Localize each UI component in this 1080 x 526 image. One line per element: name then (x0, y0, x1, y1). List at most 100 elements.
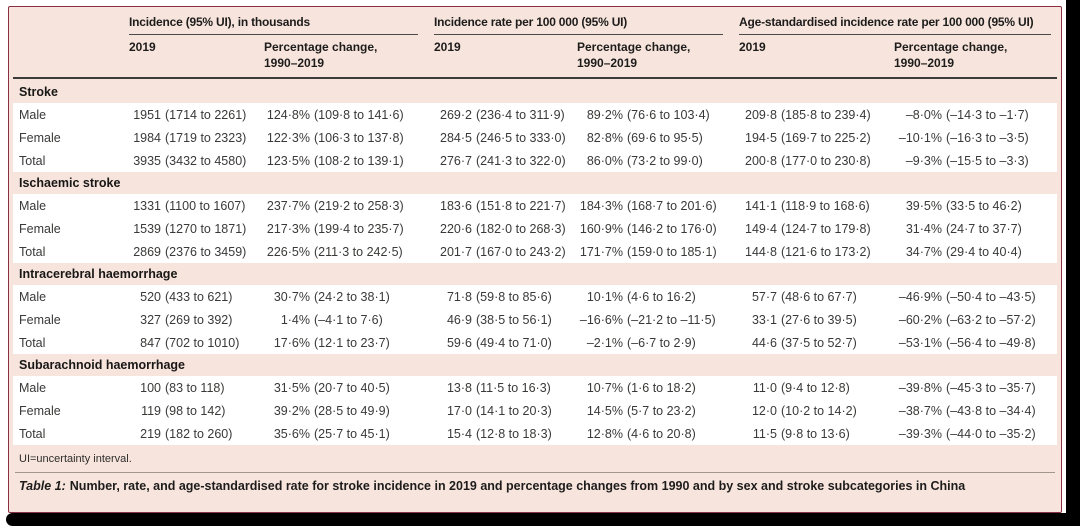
cell-incidence-2019-value: 219 (140, 426, 161, 441)
cell-rate-change: 10·7% (1·6 to 18·2) (577, 381, 739, 395)
data-row: Female 1984 (1719 to 2323) 122·3% (106·3 t… (13, 126, 1057, 149)
cell-asr-change-range: (–14·3 to –1·7) (946, 107, 1029, 122)
cell-asr-change-value: –38·7% (898, 403, 942, 418)
data-row: Male 1331 (1100 to 1607) 237·7% (219·2 to … (13, 194, 1057, 217)
cell-rate-change-value: 14·5% (586, 403, 623, 418)
cell-rate-2019-value: 201·7 (440, 244, 472, 259)
cell-incidence-change-value: 35·6% (273, 426, 310, 441)
row-label: Male (19, 380, 47, 395)
data-row: Total 219 (182 to 260) 35·6% (25·7 to 45·1… (13, 422, 1057, 445)
cell-incidence-2019: 100 (83 to 118) (129, 381, 264, 395)
cell-rate-2019-range: (236·4 to 311·9) (476, 107, 565, 122)
footnote: UI=uncertainty interval. (19, 453, 132, 466)
cell-rate-2019: 13·8 (11·5 to 16·3) (434, 381, 577, 395)
cell-incidence-2019-value: 119 (141, 403, 161, 418)
cell-rate-change-value: 12·8% (586, 426, 623, 441)
cell-asr-2019-value: 149·4 (745, 221, 777, 236)
cell-incidence-change-value: 30·7% (273, 289, 310, 304)
data-row: Total 847 (702 to 1010) 17·6% (12·1 to 23·… (13, 331, 1057, 354)
cell-rate-change-range: (159·0 to 185·1) (627, 244, 717, 259)
cell-rate-change-value: 10·7% (586, 380, 623, 395)
row-label: Female (19, 403, 61, 418)
cell-incidence-2019: 1951 (1714 to 2261) (129, 108, 264, 122)
cell-incidence-change-value: 39·2% (273, 403, 310, 418)
data-row: Male 100 (83 to 118) 31·5% (20·7 to 40·5) … (13, 376, 1057, 399)
cell-rate-2019-range: (246·5 to 333·0) (476, 130, 566, 145)
cell-rate-change-range: (146·2 to 176·0) (627, 221, 717, 236)
subheader-rate-change: Percentage change, 1990–2019 (577, 40, 691, 70)
column-group-age-standardised-rate: Age-standardised incidence rate per 100 … (739, 15, 1051, 35)
section-rows: Male 520 (433 to 621) 30·7% (24·2 to 38·1)… (13, 285, 1057, 355)
cell-asr-change-value: 39·5% (905, 198, 942, 213)
cell-rate-change-value: 171·7% (579, 244, 623, 259)
row-label: Total (19, 426, 46, 441)
section-row: Subarachnoid haemorrhage (13, 354, 1057, 376)
cell-asr-2019-range: (37·5 to 52·7) (781, 335, 857, 350)
column-group-incidence: Incidence (95% UI), in thousands (129, 15, 418, 35)
cell-rate-change-range: (5·7 to 23·2) (627, 403, 696, 418)
cell-asr-change-value: 34·7% (905, 244, 942, 259)
cell-rate-change: 14·5% (5·7 to 23·2) (577, 404, 739, 418)
section-label: Ischaemic stroke (19, 176, 121, 191)
cell-incidence-change-range: (–4·1 to 7·6) (314, 312, 383, 327)
cell-incidence-2019-range: (182 to 260) (165, 426, 233, 441)
cell-incidence-change-value: 124·8% (266, 107, 310, 122)
cell-asr-2019-range: (118·9 to 168·6) (781, 198, 870, 213)
cell-rate-2019: 276·7 (241·3 to 322·0) (434, 154, 577, 168)
cell-asr-2019: 44·6 (37·5 to 52·7) (739, 336, 894, 350)
row-label: Total (19, 244, 46, 259)
row-label: Total (19, 153, 46, 168)
cell-rate-2019-value: 183·6 (440, 198, 472, 213)
column-group-header-row: Incidence (95% UI), in thousands Inciden… (13, 7, 1057, 35)
cell-incidence-change: 17·6% (12·1 to 23·7) (264, 336, 434, 350)
cell-incidence-2019-value: 1539 (133, 221, 161, 236)
table-caption: Table 1: Number, rate, and age-standardis… (13, 473, 1057, 501)
cell-rate-change-range: (4·6 to 20·8) (627, 426, 696, 441)
cell-rate-2019-value: 276·7 (440, 153, 472, 168)
data-row: Male 520 (433 to 621) 30·7% (24·2 to 38·1)… (13, 285, 1057, 308)
cell-rate-2019: 284·5 (246·5 to 333·0) (434, 131, 577, 145)
cell-incidence-change-range: (12·1 to 23·7) (314, 335, 390, 350)
cell-rate-change-value: 82·8% (586, 130, 623, 145)
cell-incidence-2019-value: 1951 (133, 107, 161, 122)
cell-rate-2019: 59·6 (49·4 to 71·0) (434, 336, 577, 350)
row-label: Female (19, 221, 61, 236)
cell-incidence-change-range: (199·4 to 235·7) (314, 221, 404, 236)
cell-rate-change-range: (4·6 to 16·2) (627, 289, 696, 304)
data-row: Male 1951 (1714 to 2261) 124·8% (109·8 to … (13, 103, 1057, 126)
cell-rate-change-range: (–6·7 to 2·9) (627, 335, 696, 350)
cell-asr-2019: 33·1 (27·6 to 39·5) (739, 313, 894, 327)
cell-rate-2019-value: 15·4 (446, 426, 472, 441)
caption-text: Number, rate, and age-standardised rate … (69, 479, 966, 494)
cell-incidence-change-range: (109·8 to 141·6) (314, 107, 404, 122)
cell-asr-change: –46·9% (–50·4 to –43·5) (894, 290, 1053, 304)
subheader-rate-2019: 2019 (434, 40, 461, 54)
cell-rate-2019-value: 284·5 (440, 130, 472, 145)
cell-incidence-change-range: (106·3 to 137·8) (314, 130, 404, 145)
cell-asr-2019-value: 144·8 (745, 244, 777, 259)
cell-incidence-2019: 327 (269 to 392) (129, 313, 264, 327)
cell-incidence-change-range: (20·7 to 40·5) (314, 380, 390, 395)
cell-incidence-2019: 847 (702 to 1010) (129, 336, 264, 350)
cell-incidence-change: 237·7% (219·2 to 258·3) (264, 199, 434, 213)
cell-incidence-2019: 219 (182 to 260) (129, 427, 264, 441)
cell-asr-2019: 12·0 (10·2 to 14·2) (739, 404, 894, 418)
cell-incidence-change-value: 17·6% (273, 335, 310, 350)
screen-edge-bottom (6, 513, 1080, 526)
cell-incidence-2019-range: (1100 to 1607) (165, 198, 246, 213)
cell-incidence-change-value: 31·5% (273, 380, 310, 395)
cell-rate-2019-value: 220·6 (440, 221, 472, 236)
cell-rate-change: 89·2% (76·6 to 103·4) (577, 108, 739, 122)
section-rows: Male 1951 (1714 to 2261) 124·8% (109·8 to … (13, 103, 1057, 173)
cell-incidence-2019: 1539 (1270 to 1871) (129, 222, 264, 236)
cell-rate-change-value: 10·1% (586, 289, 623, 304)
cell-asr-change-range: (33·5 to 46·2) (946, 198, 1022, 213)
cell-rate-change-range: (73·2 to 99·0) (627, 153, 703, 168)
section-rows: Male 100 (83 to 118) 31·5% (20·7 to 40·5) … (13, 376, 1057, 446)
cell-incidence-change-value: 1·4% (280, 312, 310, 327)
cell-rate-change-value: –16·6% (579, 312, 623, 327)
section-label: Subarachnoid haemorrhage (19, 358, 186, 373)
cell-asr-change: –8·0% (–14·3 to –1·7) (894, 108, 1053, 122)
cell-incidence-change-value: 217·3% (266, 221, 310, 236)
cell-incidence-change: 226·5% (211·3 to 242·5) (264, 245, 434, 259)
